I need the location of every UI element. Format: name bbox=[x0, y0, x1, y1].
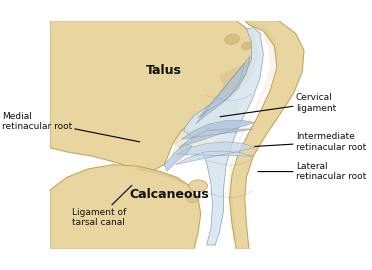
Polygon shape bbox=[173, 97, 241, 146]
Ellipse shape bbox=[189, 180, 208, 192]
Text: Talus: Talus bbox=[145, 65, 181, 77]
Polygon shape bbox=[184, 28, 263, 245]
Polygon shape bbox=[196, 56, 250, 124]
Polygon shape bbox=[50, 21, 257, 171]
Polygon shape bbox=[175, 142, 255, 165]
Polygon shape bbox=[179, 121, 255, 148]
Ellipse shape bbox=[224, 34, 240, 45]
Polygon shape bbox=[215, 50, 253, 105]
Polygon shape bbox=[171, 127, 219, 158]
Polygon shape bbox=[50, 165, 201, 249]
Ellipse shape bbox=[241, 42, 251, 50]
Ellipse shape bbox=[186, 194, 198, 203]
Polygon shape bbox=[164, 143, 192, 171]
Polygon shape bbox=[135, 166, 190, 186]
Text: Cervical
ligament: Cervical ligament bbox=[220, 93, 336, 117]
Text: Calcaneous: Calcaneous bbox=[130, 188, 209, 201]
Text: Ligament of
tarsal canal: Ligament of tarsal canal bbox=[72, 185, 132, 227]
Polygon shape bbox=[230, 21, 304, 249]
Text: Medial
retinacular root: Medial retinacular root bbox=[2, 112, 140, 142]
Polygon shape bbox=[228, 21, 279, 241]
Text: Intermediate
retinacular root: Intermediate retinacular root bbox=[255, 132, 366, 151]
Text: Lateral
retinacular root: Lateral retinacular root bbox=[258, 162, 366, 181]
